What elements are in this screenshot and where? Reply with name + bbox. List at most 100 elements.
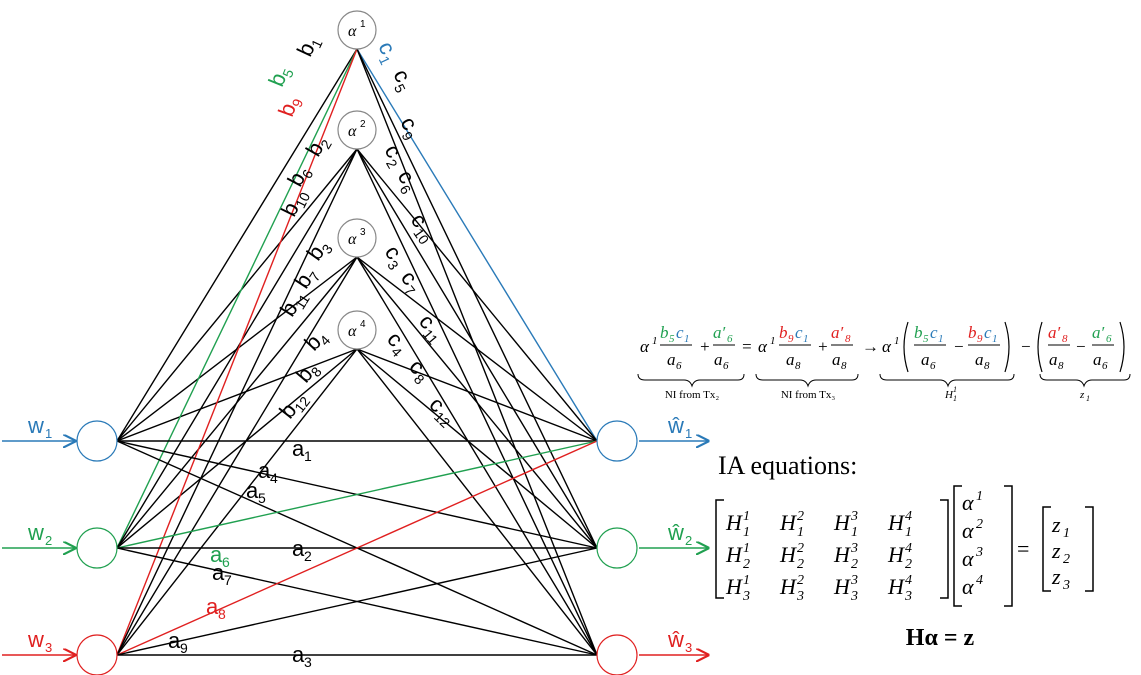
output-label-sub-1: 1 (685, 426, 692, 441)
alpha-entry: α (962, 546, 974, 571)
relay-label-sup-4: 4 (360, 319, 366, 330)
interference-equation: α 1 b 5 c 1 a 6 + a′ 6 a 6 = α 1 b 9 c 1… (637, 321, 1131, 403)
eq-alpha-sup-2: 1 (770, 335, 776, 347)
eq-a6-a4: a (1093, 350, 1102, 369)
alpha-entry: α (962, 574, 974, 599)
h-entry-sub: 1 (797, 525, 804, 540)
h-entry-sub: 1 (743, 525, 750, 540)
eq-equals: = (741, 337, 752, 356)
edge-tx2-relay2 (116, 148, 358, 549)
z-bracket-right (1085, 506, 1094, 592)
brace-label-3-sub: 1 (953, 394, 957, 403)
eq-b9-sub: 9 (788, 333, 794, 345)
eq-a8-a: a (786, 350, 795, 369)
rx-node-1 (596, 420, 638, 462)
ia-title: IA equations: (718, 451, 857, 480)
relay-out-label-c6: c6 (393, 165, 420, 197)
direct-label-7-sub: 7 (224, 572, 232, 588)
h-entry-sub: 2 (905, 557, 912, 572)
alpha-entry-sup: 4 (976, 573, 983, 588)
edge-relay3-rx2 (356, 256, 598, 549)
z-entry-sub: 3 (1062, 578, 1070, 593)
direct-label-4-sub: 4 (270, 470, 278, 486)
direct-label-4-base: a (258, 458, 271, 483)
tx-node-3 (76, 634, 118, 675)
h-entry: H (779, 574, 797, 599)
eq-b5-sub: 5 (669, 333, 675, 345)
relay-out-label-c2: c2 (380, 140, 407, 171)
h-entry-sub: 3 (904, 589, 912, 604)
alpha-entry: α (962, 490, 974, 515)
h-entry: H (887, 574, 905, 599)
h-entry: H (833, 510, 851, 535)
eq-a8-a4: a (1049, 350, 1058, 369)
input-label-2: w (27, 520, 44, 545)
h-entry-sub: 1 (905, 525, 912, 540)
rx-node-2 (596, 527, 638, 569)
alpha-entry-sup: 3 (975, 545, 983, 560)
edge-tx3-relay3 (116, 256, 358, 656)
relay-out-label-c12: c12 (425, 392, 454, 431)
eq-a6-a2: a (714, 350, 723, 369)
eq-b9-sub2: 9 (977, 333, 983, 345)
h-entry-sup: 1 (743, 573, 750, 588)
relay-out-label-c5: c5 (389, 65, 416, 95)
underbrace-4 (1039, 373, 1131, 388)
eq-paren-left (903, 321, 909, 373)
z-entry: z (1051, 564, 1061, 589)
nodes-layer: α 1α 2α 3α 4 (76, 10, 638, 675)
tx-node-1 (76, 420, 118, 462)
relay-label-2: α (348, 123, 357, 140)
h-bracket-right (940, 499, 949, 599)
eq-a6-sub2: 6 (723, 360, 729, 372)
direct-label-9-base: a (168, 628, 181, 653)
direct-label-8-base: a (206, 594, 219, 619)
input-label-sub-2: 2 (45, 533, 52, 548)
relay-in-label-b2: b2 (301, 137, 335, 161)
relay-out-label-c8: c8 (404, 354, 429, 388)
alpha-entry-sup: 1 (976, 489, 983, 504)
eq-a6p-a: a′ (713, 323, 726, 342)
eq-paren-left-2 (1037, 321, 1043, 373)
relay-in-label-b10-sub: 10 (292, 190, 313, 211)
eq-plus-2: + (817, 337, 828, 356)
h-entry-sub: 3 (742, 589, 750, 604)
direct-label-6-sub: 6 (222, 554, 230, 570)
h-entry: H (833, 574, 851, 599)
eq-a6p-a2: a′ (1092, 323, 1105, 342)
edge-tx1-relay2 (116, 148, 358, 442)
h-entry-sub: 3 (850, 589, 858, 604)
h-entry: H (725, 510, 743, 535)
relay-label-sup-3: 3 (360, 227, 366, 238)
relay-in-label-b12: b12 (274, 393, 313, 423)
underbrace-2 (755, 373, 859, 388)
h-entry: H (725, 574, 743, 599)
h-entry-sub: 3 (796, 589, 804, 604)
h-bracket-left (715, 499, 724, 599)
relay-label-1: α (348, 23, 357, 40)
eq-c1-sub3: 1 (938, 333, 944, 345)
output-label-sub-2: 2 (685, 533, 692, 548)
edge-relay1-rx3 (356, 48, 598, 656)
direct-label-9-sub: 9 (180, 640, 188, 656)
h-entry-sup: 4 (905, 541, 912, 556)
h-entry-sup: 4 (905, 509, 912, 524)
direct-label-5-base: a (246, 478, 259, 503)
edge-tx2-relay4 (116, 348, 358, 549)
z-entry: z (1051, 512, 1061, 537)
direct-label-5-sub: 5 (258, 490, 266, 506)
relay-in-label-b4: b4 (299, 329, 333, 355)
h-entry-sup: 1 (743, 541, 750, 556)
eq-a8-sub3: 8 (984, 360, 990, 372)
h-entry: H (833, 542, 851, 567)
relay-node-1 (337, 10, 377, 50)
relay-out-label-c11: c11 (414, 309, 441, 347)
edge-relay4-rx3 (356, 348, 598, 656)
eq-minus-3: − (1075, 337, 1086, 356)
h-entry-sub: 2 (797, 557, 804, 572)
relay-node-4 (337, 310, 377, 350)
